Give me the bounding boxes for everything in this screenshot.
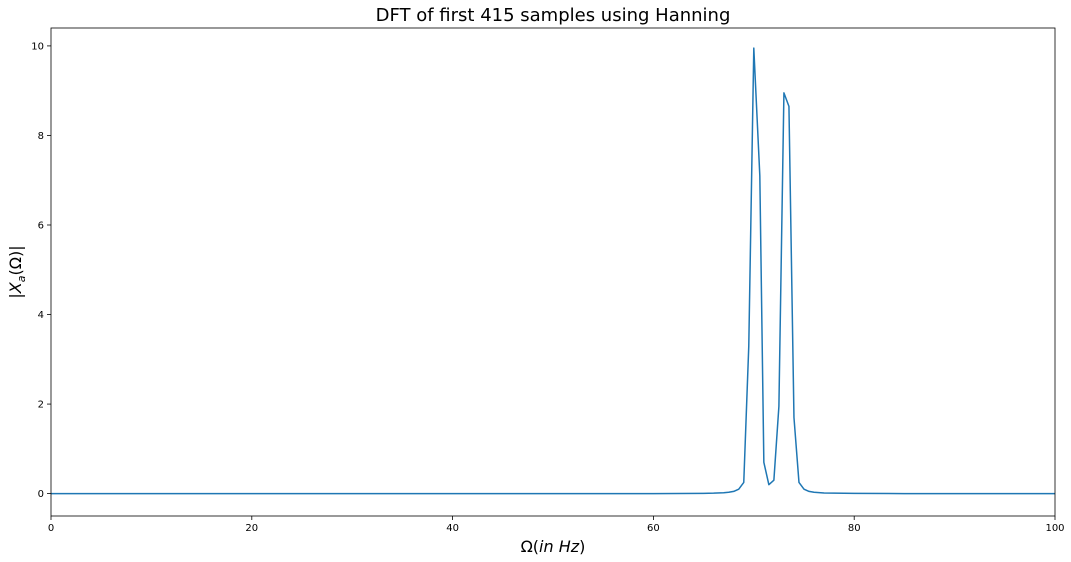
x-tick-label-20: 20 bbox=[245, 523, 258, 534]
chart-title: DFT of first 415 samples using Hanning bbox=[376, 5, 731, 26]
x-axis-label-prefix: Ω( bbox=[521, 537, 539, 556]
x-tick-label-80: 80 bbox=[848, 523, 861, 534]
y-axis-label: |Xa(Ω)| bbox=[6, 245, 28, 298]
y-tick-label-2: 2 bbox=[38, 400, 44, 411]
y-tick-label-6: 6 bbox=[38, 220, 44, 231]
y-tick-label-4: 4 bbox=[38, 310, 44, 321]
x-axis-label-italic: in Hz bbox=[539, 537, 580, 556]
x-tick-label-60: 60 bbox=[647, 523, 660, 534]
x-tick-label-100: 100 bbox=[1045, 523, 1064, 534]
y-tick-label-10: 10 bbox=[31, 41, 44, 52]
x-axis-label: Ω(in Hz) bbox=[521, 537, 586, 556]
series-line-0 bbox=[51, 47, 1055, 495]
y-tick-label-8: 8 bbox=[38, 131, 44, 142]
y-axis-label-right: | bbox=[6, 245, 25, 250]
y-axis-label-left: | bbox=[6, 293, 25, 298]
y-tick-label-0: 0 bbox=[38, 489, 44, 500]
y-axis-label-sub: a bbox=[15, 275, 28, 282]
y-axis-label-var: X bbox=[6, 281, 25, 294]
x-tick-label-40: 40 bbox=[446, 523, 459, 534]
plot-area: 0 20 40 60 80 100 0 2 4 6 8 10 bbox=[31, 27, 1065, 534]
y-axis-label-arg: (Ω) bbox=[6, 251, 25, 276]
x-axis-label-suffix: ) bbox=[579, 537, 585, 556]
plot-frame bbox=[50, 27, 1056, 517]
x-tick-label-0: 0 bbox=[48, 523, 54, 534]
